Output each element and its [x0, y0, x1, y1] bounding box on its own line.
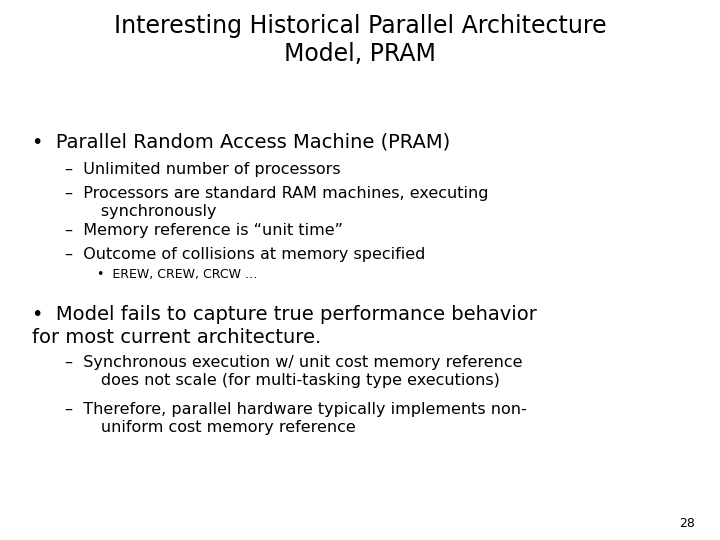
Text: •  Model fails to capture true performance behavior
for most current architectur: • Model fails to capture true performanc…: [32, 305, 537, 347]
Text: –  Therefore, parallel hardware typically implements non-
       uniform cost me: – Therefore, parallel hardware typically…: [65, 402, 526, 435]
Text: Interesting Historical Parallel Architecture
Model, PRAM: Interesting Historical Parallel Architec…: [114, 14, 606, 66]
Text: 28: 28: [679, 517, 695, 530]
Text: •  Parallel Random Access Machine (PRAM): • Parallel Random Access Machine (PRAM): [32, 132, 451, 151]
Text: –  Synchronous execution w/ unit cost memory reference
       does not scale (fo: – Synchronous execution w/ unit cost mem…: [65, 355, 522, 388]
Text: –  Processors are standard RAM machines, executing
       synchronously: – Processors are standard RAM machines, …: [65, 186, 488, 219]
Text: –  Outcome of collisions at memory specified: – Outcome of collisions at memory specif…: [65, 247, 426, 262]
Text: •  EREW, CREW, CRCW …: • EREW, CREW, CRCW …: [97, 268, 258, 281]
Text: –  Memory reference is “unit time”: – Memory reference is “unit time”: [65, 223, 343, 238]
Text: –  Unlimited number of processors: – Unlimited number of processors: [65, 162, 341, 177]
